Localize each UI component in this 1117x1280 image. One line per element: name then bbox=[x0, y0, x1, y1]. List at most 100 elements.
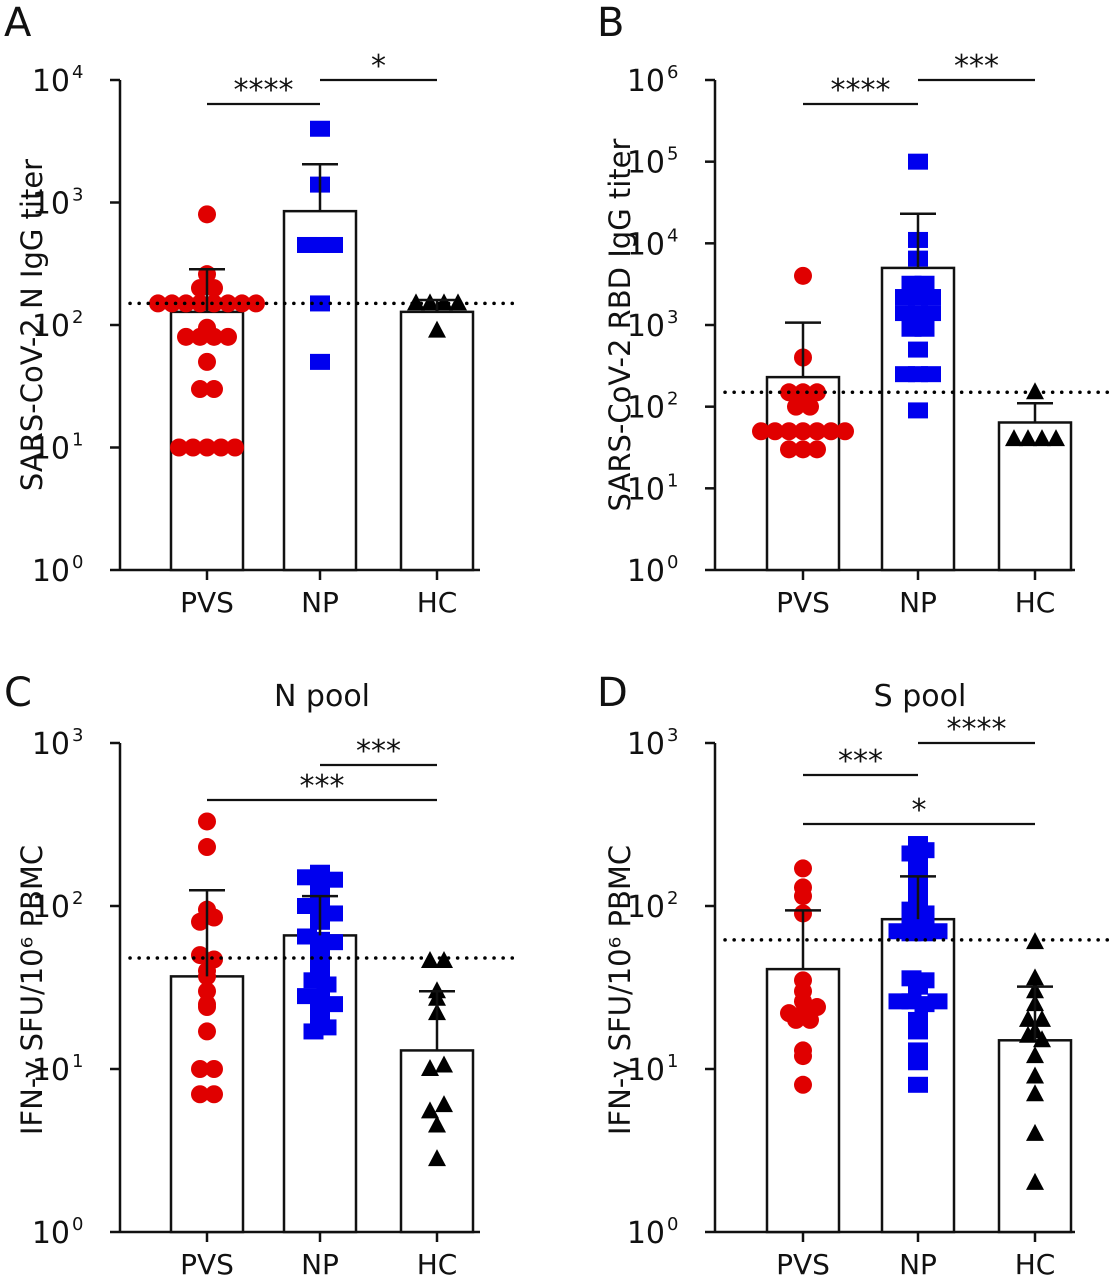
data-point-hc bbox=[1019, 429, 1037, 447]
cat-label-hc: HC bbox=[1015, 586, 1056, 619]
data-point-pvs bbox=[752, 422, 770, 441]
y-tick-label: 10 bbox=[627, 146, 665, 181]
data-point-pvs bbox=[205, 294, 223, 313]
data-point-hc bbox=[1026, 1066, 1044, 1084]
significance-label: * bbox=[371, 49, 386, 84]
data-point-np bbox=[310, 940, 330, 957]
data-point-np bbox=[323, 236, 343, 253]
data-point-pvs bbox=[794, 1047, 812, 1066]
data-point-pvs bbox=[219, 327, 237, 346]
y-tick-label: 10 bbox=[32, 64, 70, 99]
data-point-np bbox=[310, 353, 330, 370]
panel-title: S pool bbox=[874, 679, 967, 714]
data-point-pvs bbox=[801, 1010, 819, 1029]
data-point-pvs bbox=[794, 266, 812, 285]
y-tick-label: 10 bbox=[627, 890, 665, 925]
data-point-pvs bbox=[822, 422, 840, 441]
data-point-pvs bbox=[794, 887, 812, 906]
cat-label-np: NP bbox=[899, 1248, 937, 1280]
cat-label-hc: HC bbox=[417, 1248, 458, 1280]
bar-np bbox=[880, 917, 956, 1234]
y-axis-label: SARS-CoV-2 RBD IgG titer bbox=[603, 138, 637, 511]
y-tick-exponent: 4 bbox=[667, 225, 678, 246]
data-point-pvs bbox=[794, 859, 812, 878]
significance-label: *** bbox=[954, 49, 999, 84]
data-point-pvs bbox=[794, 422, 812, 441]
cat-label-np: NP bbox=[301, 586, 339, 619]
data-point-pvs bbox=[226, 438, 244, 457]
data-point-pvs bbox=[205, 279, 223, 298]
significance-label: * bbox=[912, 793, 927, 828]
significance-label: **** bbox=[831, 73, 891, 108]
y-tick-exponent: 6 bbox=[667, 62, 678, 83]
data-point-np bbox=[316, 1019, 337, 1036]
data-point-np bbox=[310, 120, 330, 137]
data-point-pvs bbox=[794, 1075, 812, 1094]
y-tick-exponent: 2 bbox=[667, 389, 678, 410]
data-point-hc bbox=[1019, 1009, 1037, 1027]
data-point-np bbox=[908, 153, 928, 170]
y-tick-label: 10 bbox=[627, 727, 665, 762]
data-point-pvs bbox=[787, 1010, 805, 1029]
y-axis-label: SARS-CoV-2 N IgG titer bbox=[15, 159, 49, 491]
data-point-pvs bbox=[780, 422, 798, 441]
bar-hc bbox=[399, 310, 475, 572]
data-point-hc bbox=[1026, 1084, 1044, 1102]
data-point-pvs bbox=[780, 440, 798, 459]
y-axis-label: IFN-γ SFU/10⁶ PBMC bbox=[15, 845, 49, 1135]
data-point-np bbox=[908, 854, 928, 871]
data-point-pvs bbox=[177, 327, 195, 346]
panel-d: D S pool IFN-γ SFU/10⁶ PBMC PVS NP HC 10… bbox=[597, 670, 1112, 1280]
data-point-hc bbox=[428, 1115, 446, 1133]
cat-label-pvs: PVS bbox=[180, 1248, 234, 1280]
panel-letter: A bbox=[4, 0, 32, 46]
data-point-np bbox=[908, 1054, 928, 1071]
data-point-hc bbox=[428, 320, 446, 338]
y-tick-label: 10 bbox=[627, 309, 665, 344]
panel-letter: B bbox=[597, 0, 624, 46]
bar-hc bbox=[399, 1049, 475, 1234]
data-point-pvs bbox=[191, 327, 209, 346]
cat-label-hc: HC bbox=[1015, 1248, 1056, 1280]
y-tick-label: 10 bbox=[627, 64, 665, 99]
data-point-pvs bbox=[233, 294, 251, 313]
data-point-pvs bbox=[205, 1085, 223, 1104]
data-point-hc bbox=[1033, 1009, 1051, 1027]
bar-np bbox=[282, 934, 358, 1234]
data-point-pvs bbox=[163, 294, 181, 313]
data-point-pvs bbox=[794, 383, 812, 402]
data-point-np bbox=[914, 842, 935, 859]
data-point-hc bbox=[1019, 1025, 1037, 1043]
y-tick-exponent: 3 bbox=[667, 725, 678, 746]
y-tick-label: 10 bbox=[627, 391, 665, 426]
data-point-pvs bbox=[191, 1060, 209, 1078]
panel-b: B SARS-CoV-2 RBD IgG titer PVS NP HC 10 0… bbox=[597, 0, 1112, 619]
data-point-np bbox=[914, 320, 935, 337]
y-tick-exponent: 3 bbox=[667, 307, 678, 328]
y-axis-label: IFN-γ SFU/10⁶ PBMC bbox=[603, 845, 637, 1135]
data-point-hc bbox=[421, 1101, 439, 1119]
data-point-hc bbox=[1047, 429, 1065, 447]
data-point-np bbox=[921, 305, 941, 322]
data-point-hc bbox=[1026, 1123, 1044, 1141]
data-point-pvs bbox=[205, 908, 223, 927]
data-point-hc bbox=[1026, 1046, 1044, 1064]
data-point-hc bbox=[407, 293, 425, 311]
y-tick-exponent: 5 bbox=[667, 144, 678, 165]
cat-label-np: NP bbox=[899, 586, 937, 619]
data-point-pvs bbox=[766, 422, 784, 441]
y-tick-label: 10 bbox=[32, 890, 70, 925]
data-point-np bbox=[927, 993, 948, 1010]
cat-label-pvs: PVS bbox=[776, 1248, 830, 1280]
data-point-hc bbox=[1005, 429, 1023, 447]
data-point-pvs bbox=[191, 380, 209, 399]
y-tick-label: 10 bbox=[32, 309, 70, 344]
significance-label: **** bbox=[234, 73, 294, 108]
y-tick-exponent: 2 bbox=[667, 888, 678, 909]
significance-label: *** bbox=[838, 744, 883, 779]
data-point-hc bbox=[421, 1059, 439, 1076]
data-point-hc bbox=[428, 1149, 446, 1167]
data-point-pvs bbox=[198, 812, 216, 831]
data-point-pvs bbox=[198, 998, 216, 1017]
data-point-pvs bbox=[191, 946, 209, 965]
